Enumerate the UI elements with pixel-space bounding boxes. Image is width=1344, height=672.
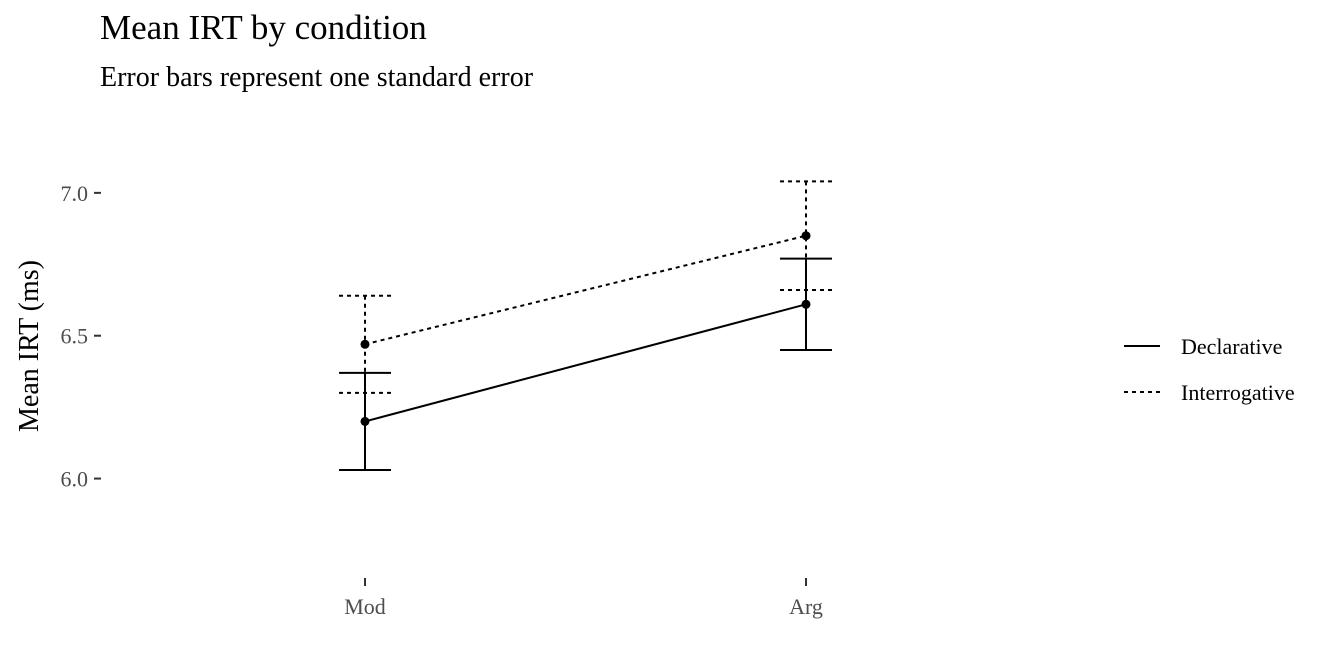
legend-label-interrogative: Interrogative [1181, 380, 1295, 405]
chart-subtitle: Error bars represent one standard error [100, 62, 534, 93]
data-point-declarative [360, 416, 370, 426]
data-point-declarative [801, 299, 811, 309]
x-tick-label: Mod [344, 594, 386, 619]
y-axis-title: Mean IRT (ms) [14, 260, 45, 432]
y-axis: 6.0 6.5 7.0 [61, 181, 101, 492]
data-point-interrogative [801, 231, 811, 241]
series-line-interrogative [364, 234, 807, 346]
legend: Declarative Interrogative [1124, 334, 1295, 405]
x-axis: Mod Arg [344, 578, 823, 619]
x-tick-label: Arg [789, 594, 823, 619]
y-tick-label: 7.0 [61, 181, 89, 206]
y-tick-label: 6.5 [61, 324, 89, 349]
chart-title: Mean IRT by condition [100, 8, 427, 47]
series-layer [339, 180, 832, 471]
series-line-declarative [364, 303, 807, 423]
y-tick-label: 6.0 [61, 467, 89, 492]
legend-label-declarative: Declarative [1181, 334, 1282, 359]
series-declarative [339, 257, 832, 471]
data-point-interrogative [360, 339, 370, 349]
series-interrogative [339, 180, 832, 394]
